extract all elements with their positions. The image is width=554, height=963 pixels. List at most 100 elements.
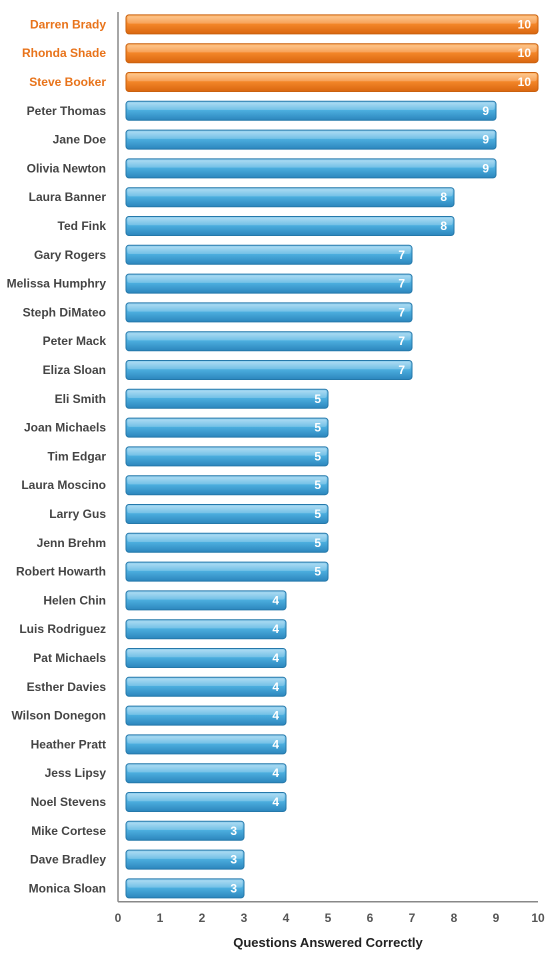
category-label-wilson-donegon: Wilson Donegon [11,709,106,723]
category-label-robert-howarth: Robert Howarth [16,565,106,579]
bar-noel-stevens [125,792,287,812]
bar-rhonda-shade [125,43,539,64]
x-tick-labels-group: 0 1 2 3 4 5 6 7 8 9 10 [115,911,545,925]
bar-shine-darren-brady [127,16,537,24]
bar-joan-michaels [125,417,329,438]
category-label-steve-booker: Steve Booker [29,75,106,89]
bar-shine-jess-lipsy [127,765,285,773]
bar-shine-mike-cortese [127,822,243,831]
bar-wilson-donegon [125,705,287,726]
bar-olivia-newton [125,158,497,179]
x-tick-label-6: 6 [367,911,374,925]
value-label-rhonda-shade: 10 [518,46,532,60]
category-label-rhonda-shade: Rhonda Shade [22,46,106,60]
x-tick-label-4: 4 [283,911,290,925]
bar-robert-howarth [125,561,329,582]
category-label-helen-chin: Helen Chin [43,593,106,607]
value-label-gary-rogers: 7 [398,248,405,262]
value-label-dave-bradley: 3 [230,853,237,867]
category-label-larry-gus: Larry Gus [49,507,106,521]
category-label-peter-mack: Peter Mack [43,334,107,348]
value-label-esther-davies: 4 [272,680,279,694]
x-tick-label-2: 2 [199,911,206,925]
value-label-eli-smith: 5 [314,392,321,406]
bar-luis-rodriguez [125,619,287,640]
bar-shine-peter-thomas [127,102,495,111]
bar-helen-chin [125,590,287,611]
bar-laura-moscino [125,475,329,496]
value-label-peter-mack: 7 [398,334,405,348]
bar-shine-laura-banner [127,189,453,197]
value-label-ted-fink: 8 [440,219,447,233]
bar-shine-wilson-donegon [127,707,285,715]
category-label-jenn-brehm: Jenn Brehm [37,536,106,550]
x-axis [117,12,538,903]
bar-shine-heather-pratt [127,736,285,744]
bar-peter-mack [125,331,413,352]
bar-shine-olivia-newton [127,160,495,168]
value-label-darren-brady: 10 [518,17,532,31]
bar-shine-ted-fink [127,218,453,226]
category-label-esther-davies: Esther Davies [27,680,107,694]
bar-shine-eliza-sloan [127,362,411,370]
value-label-steve-booker: 10 [518,75,532,89]
value-label-heather-pratt: 4 [272,737,279,751]
bar-mike-cortese [125,820,245,841]
value-label-melissa-humphry: 7 [398,277,405,291]
value-label-tim-edgar: 5 [314,449,321,463]
value-label-laura-banner: 8 [440,190,447,204]
x-tick-label-3: 3 [241,911,248,925]
category-label-jane-doe: Jane Doe [53,133,107,147]
bar-shine-joan-michaels [127,419,327,427]
bar-shine-steph-dimateo [127,304,411,312]
value-label-jane-doe: 9 [482,133,489,147]
value-label-steph-dimateo: 7 [398,305,405,319]
bar-shine-larry-gus [127,506,327,514]
category-label-gary-rogers: Gary Rogers [34,248,106,262]
x-tick-label-10: 10 [531,911,545,925]
category-label-noel-stevens: Noel Stevens [31,795,107,809]
bar-shine-melissa-humphry [127,275,411,283]
bar-pat-michaels [125,648,287,668]
x-tick-label-5: 5 [325,911,332,925]
value-label-wilson-donegon: 4 [272,709,279,723]
value-label-olivia-newton: 9 [482,161,489,175]
x-tick-label-9: 9 [493,911,500,925]
x-axis-title: Questions Answered Correctly [233,935,423,950]
bar-shine-esther-davies [127,678,285,687]
bar-dave-bradley [125,849,245,870]
category-label-pat-michaels: Pat Michaels [33,651,106,665]
value-label-jess-lipsy: 4 [272,766,279,780]
bar-shine-luis-rodriguez [127,621,285,629]
category-label-monica-sloan: Monica Sloan [29,881,106,895]
bar-jenn-brehm [125,532,329,553]
value-label-joan-michaels: 5 [314,421,321,435]
bar-larry-gus [125,504,329,524]
bar-shine-noel-stevens [127,794,285,802]
value-label-eliza-sloan: 7 [398,363,405,377]
bars-group: 10 10 10 9 9 9 8 8 7 7 7 7 7 5 5 5 5 5 5 5 4 4 4 4 4 4 4 4 3 3 3 [125,14,539,899]
category-label-olivia-newton: Olivia Newton [27,161,106,175]
value-label-robert-howarth: 5 [314,565,321,579]
value-label-helen-chin: 4 [272,593,279,607]
bar-laura-banner [125,187,455,208]
category-label-tim-edgar: Tim Edgar [48,449,107,463]
category-label-mike-cortese: Mike Cortese [31,824,106,838]
bar-heather-pratt [125,734,287,755]
value-label-pat-michaels: 4 [272,651,279,665]
value-label-laura-moscino: 5 [314,478,321,492]
bar-jess-lipsy [125,763,287,784]
bar-tim-edgar [125,446,329,467]
bar-shine-peter-mack [127,333,411,341]
bar-shine-dave-bradley [127,851,243,859]
category-label-laura-banner: Laura Banner [29,190,107,204]
bar-peter-thomas [125,100,497,121]
x-tick-label-1: 1 [157,911,164,925]
x-tick-label-7: 7 [409,911,416,925]
value-label-monica-sloan: 3 [230,881,237,895]
bar-shine-robert-howarth [127,563,327,571]
x-tick-label-0: 0 [115,911,122,925]
value-label-jenn-brehm: 5 [314,536,321,550]
bar-shine-monica-sloan [127,880,243,888]
